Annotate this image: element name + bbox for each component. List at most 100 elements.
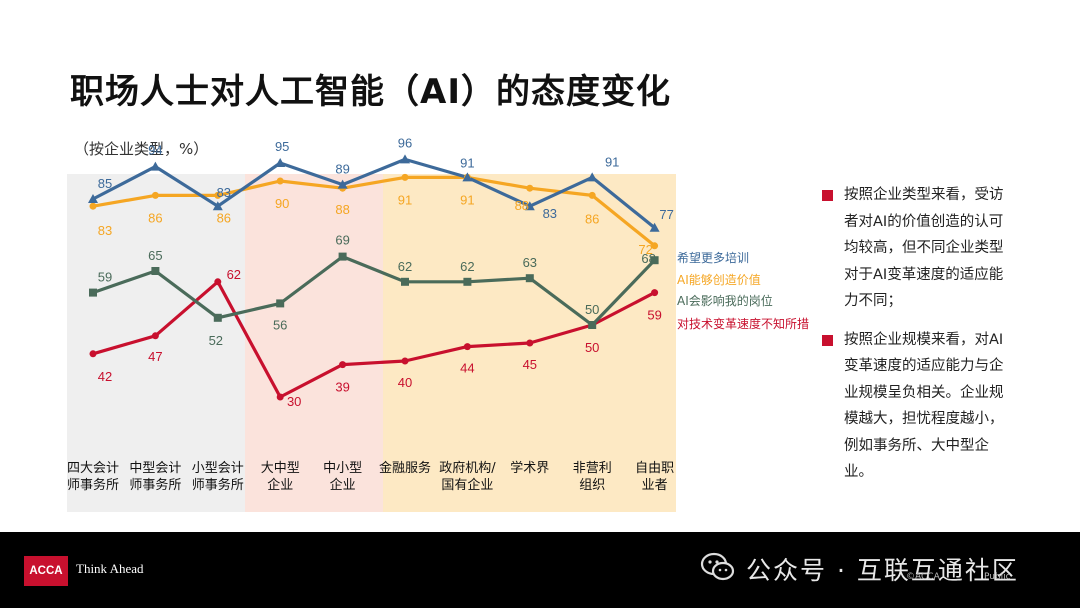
data-point — [88, 194, 98, 203]
data-label: 72 — [638, 242, 652, 257]
data-point — [89, 288, 97, 297]
page-title: 职场人士对人工智能（AI）的态度变化 — [70, 72, 671, 112]
data-label: 59 — [647, 308, 661, 323]
data-point — [276, 299, 285, 308]
data-point — [339, 361, 347, 369]
data-label: 95 — [275, 139, 289, 154]
data-point — [151, 332, 159, 340]
data-point — [524, 201, 535, 211]
x-tick-label: 小型会计师事务所 — [192, 461, 244, 493]
insight-text: 按照企业类型来看，受访者对AI的价值创造的认可均较高，但不同企业类型对于AI变革… — [844, 187, 1004, 309]
data-point — [337, 179, 348, 189]
data-label: 96 — [398, 135, 412, 150]
x-tick-label: 大中型企业 — [261, 461, 300, 493]
data-point — [214, 278, 222, 286]
x-tick-label: 四大会计师事务所 — [67, 461, 119, 493]
insights-panel: 按照企业类型来看，受访者对AI的价值创造的认可均较高，但不同企业类型对于AI变革… — [822, 182, 1012, 498]
data-label: 62 — [227, 267, 241, 282]
data-point — [89, 350, 97, 358]
data-label: 83 — [543, 206, 557, 221]
data-label: 83 — [98, 223, 112, 238]
data-point — [214, 191, 222, 199]
watermark-text: 公众号 · 互联互通社区 — [746, 556, 1019, 585]
category-band — [67, 174, 245, 512]
data-point — [150, 161, 161, 171]
data-label: 91 — [398, 192, 412, 207]
data-label: 50 — [585, 302, 599, 317]
data-point — [587, 172, 598, 182]
data-label: 91 — [460, 155, 474, 170]
data-label: 83 — [217, 185, 231, 200]
data-label: 86 — [585, 211, 599, 226]
data-point — [212, 201, 223, 211]
data-label: 86 — [148, 210, 162, 225]
data-point — [275, 158, 286, 167]
legend-label: 对技术变革速度不知所措 — [677, 316, 809, 331]
data-point — [463, 277, 472, 286]
legend-label: 希望更多培训 — [677, 250, 749, 265]
insight-bullet: 按照企业类型来看，受访者对AI的价值创造的认可均较高，但不同企业类型对于AI变革… — [822, 182, 1012, 315]
data-point — [526, 184, 534, 192]
footer-bar: ACCA Think Ahead 公众号 · 互联互通社区 ©ACCA Publ… — [0, 532, 1080, 608]
data-label: 88 — [515, 198, 529, 213]
acca-logo: ACCA — [24, 556, 68, 586]
data-label: 44 — [460, 361, 474, 376]
data-label: 42 — [98, 369, 112, 384]
data-label: 88 — [335, 202, 349, 217]
data-label: 40 — [398, 375, 412, 390]
data-point — [463, 343, 471, 351]
data-label: 52 — [209, 333, 223, 348]
series-line — [92, 255, 656, 327]
x-tick-label: 中型会计师事务所 — [129, 461, 181, 493]
wechat-icon — [700, 552, 735, 581]
data-point — [401, 277, 409, 286]
legend-label: AI会影响我的岗位 — [677, 293, 773, 308]
data-label: 89 — [335, 162, 349, 177]
data-point — [588, 321, 597, 329]
data-point — [400, 154, 410, 164]
data-point — [526, 339, 534, 347]
series-line — [92, 157, 656, 230]
data-label: 65 — [148, 248, 162, 263]
copyright-text: ©ACCA — [906, 572, 940, 582]
data-label: 91 — [460, 192, 474, 207]
category-band — [245, 174, 383, 512]
data-point — [651, 242, 659, 250]
data-point — [651, 289, 659, 297]
data-label: 77 — [659, 207, 673, 222]
data-label: 90 — [275, 196, 289, 211]
insight-bullet: 按照企业规模来看，对AI变革速度的适应能力与企业规模呈负相关。企业规模越大，担忧… — [822, 327, 1012, 486]
data-label: 50 — [585, 340, 599, 355]
data-point — [401, 173, 409, 181]
data-point — [213, 313, 222, 322]
data-label: 94 — [148, 143, 162, 158]
x-tick-label: 自由职业者 — [635, 461, 674, 493]
data-label: 47 — [148, 349, 162, 364]
data-label: 85 — [98, 176, 112, 191]
legend-label: AI能够创造价值 — [677, 272, 761, 287]
data-point — [276, 177, 284, 185]
data-label: 39 — [335, 380, 349, 395]
data-point — [151, 267, 160, 275]
data-point — [338, 252, 347, 261]
data-point — [89, 202, 97, 210]
data-point — [588, 191, 596, 199]
data-label: 59 — [98, 270, 112, 285]
x-tick-label: 金融服务 — [379, 460, 431, 476]
bullet-square-icon — [822, 334, 833, 346]
data-label: 86 — [217, 210, 231, 225]
data-point — [276, 393, 284, 401]
data-label: 68 — [641, 251, 655, 266]
data-point — [649, 222, 660, 232]
insight-text: 按照企业规模来看，对AI变革速度的适应能力与企业规模呈负相关。企业规模越大，担忧… — [844, 331, 1004, 481]
data-label: 45 — [523, 357, 537, 372]
data-label: 56 — [273, 317, 287, 332]
data-point — [462, 172, 473, 182]
data-label: 69 — [335, 233, 349, 248]
x-tick-label: 学术界 — [510, 460, 549, 476]
series-line — [92, 280, 656, 399]
data-label: 91 — [605, 154, 619, 169]
classification-text: Public — [984, 572, 1011, 582]
data-point — [401, 357, 409, 365]
